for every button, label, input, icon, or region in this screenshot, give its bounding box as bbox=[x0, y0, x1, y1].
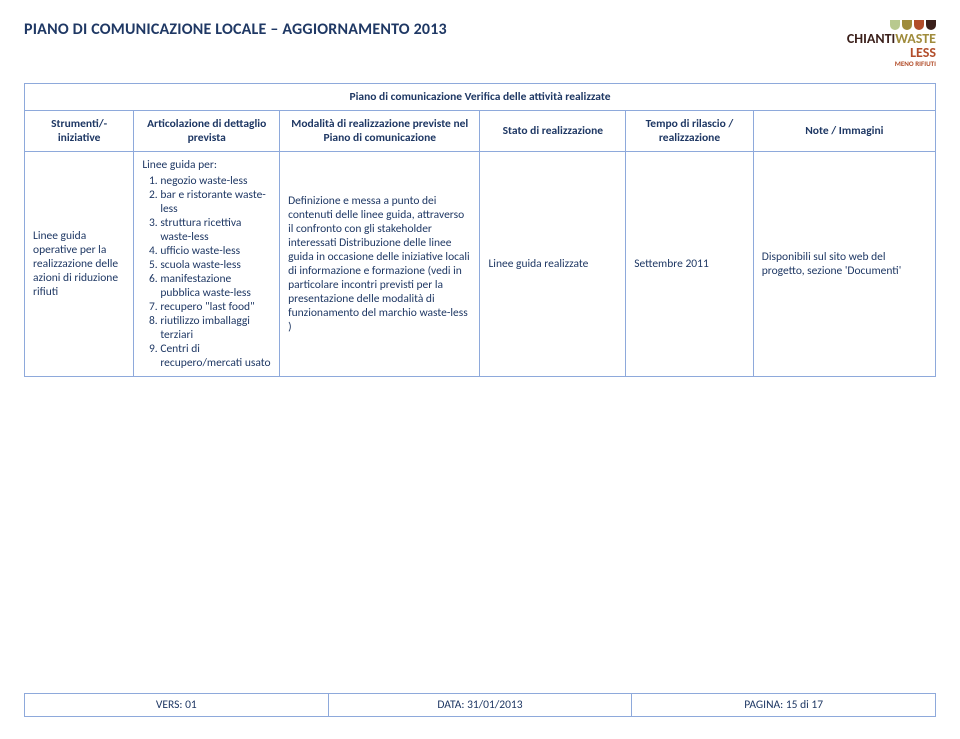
col-header-tempo: Tempo di rilascio / realizzazione bbox=[626, 111, 754, 152]
list-item: negozio waste-less bbox=[160, 174, 271, 188]
cup-icon-4 bbox=[926, 20, 936, 30]
logo-subline: MENO RIFIUTI bbox=[847, 60, 936, 67]
cell-strumenti: Linee guida operative per la realizzazio… bbox=[25, 152, 134, 377]
footer-table: VERS: 01 DATA: 31/01/2013 PAGINA: 15 di … bbox=[24, 693, 936, 717]
cup-icon-1 bbox=[890, 20, 900, 30]
main-table: Piano di comunicazione Verifica delle at… bbox=[24, 83, 936, 377]
page: PIANO DI COMUNICAZIONE LOCALE – AGGIORNA… bbox=[0, 0, 960, 739]
caption-row: Piano di comunicazione Verifica delle at… bbox=[25, 84, 936, 111]
list-item: struttura ricettiva waste-less bbox=[160, 216, 271, 244]
header-row: PIANO DI COMUNICAZIONE LOCALE – AGGIORNA… bbox=[24, 20, 936, 67]
logo: CHIANTIWASTE LESS MENO RIFIUTI bbox=[847, 20, 936, 67]
col-header-stato: Stato di realizzazione bbox=[480, 111, 626, 152]
cell-articolazione: Linee guida per: negozio waste-less bar … bbox=[134, 152, 280, 377]
list-item: recupero "last food" bbox=[160, 300, 271, 314]
list-item: riutilizzo imballaggi terziari bbox=[160, 314, 271, 342]
list-item: ufficio waste-less bbox=[160, 244, 271, 258]
logo-cups bbox=[847, 20, 936, 30]
artic-intro: Linee guida per: bbox=[142, 158, 217, 172]
col-header-modalita: Modalità di realizzazione previste nel P… bbox=[280, 111, 480, 152]
header-row-cells: Strumenti/- iniziative Articolazione di … bbox=[25, 111, 936, 152]
list-item: manifestazione pubblica waste-less bbox=[160, 272, 271, 300]
table-caption: Piano di comunicazione Verifica delle at… bbox=[25, 84, 936, 111]
logo-text-2: LESS bbox=[847, 46, 936, 60]
cell-note: Disponibili sul sito web del progetto, s… bbox=[753, 152, 935, 377]
footer-pagina: PAGINA: 15 di 17 bbox=[632, 694, 936, 717]
doc-title: PIANO DI COMUNICAZIONE LOCALE – AGGIORNA… bbox=[24, 20, 447, 39]
list-item: scuola waste-less bbox=[160, 258, 271, 272]
logo-word-chianti: CHIANTI bbox=[847, 30, 895, 47]
footer-data: DATA: 31/01/2013 bbox=[328, 694, 632, 717]
cell-stato: Linee guida realizzate bbox=[480, 152, 626, 377]
list-item: bar e ristorante waste-less bbox=[160, 188, 271, 216]
artic-list: negozio waste-less bar e ristorante wast… bbox=[142, 174, 271, 370]
list-item: Centri di recupero/mercati usato bbox=[160, 342, 271, 370]
col-header-articolazione: Articolazione di dettaglio prevista bbox=[134, 111, 280, 152]
col-header-note: Note / Immagini bbox=[753, 111, 935, 152]
table-row: Linee guida operative per la realizzazio… bbox=[25, 152, 936, 377]
cell-tempo: Settembre 2011 bbox=[626, 152, 754, 377]
footer-row: VERS: 01 DATA: 31/01/2013 PAGINA: 15 di … bbox=[25, 694, 936, 717]
cup-icon-3 bbox=[914, 20, 924, 30]
footer-vers: VERS: 01 bbox=[25, 694, 329, 717]
cup-icon-2 bbox=[902, 20, 912, 30]
cell-modalita: Definizione e messa a punto dei contenut… bbox=[280, 152, 480, 377]
col-header-strumenti: Strumenti/- iniziative bbox=[25, 111, 134, 152]
